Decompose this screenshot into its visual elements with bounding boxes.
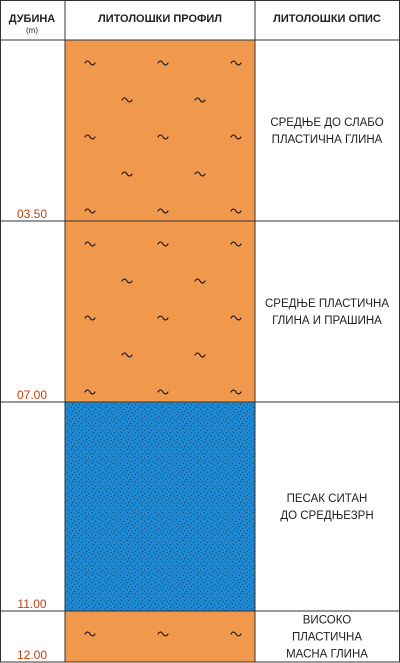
clay-tilde-symbol bbox=[194, 97, 206, 103]
clay-tilde-symbol bbox=[157, 241, 169, 247]
clay-tilde-symbol bbox=[230, 241, 242, 247]
layers: СРЕДЊЕ ДО СЛАБО ПЛАСТИЧНА ГЛИНА03.50СРЕДЊ… bbox=[17, 40, 389, 662]
clay-tilde-symbol bbox=[230, 208, 242, 214]
clay-tilde-symbol bbox=[194, 352, 206, 358]
layer-3: ПЕСАК СИТАН ДО СРЕДЊЕЗРН 11.00 bbox=[17, 402, 374, 611]
clay-tilde-symbol bbox=[157, 631, 169, 637]
layer-description-line: ДО СРЕДЊЕЗРН bbox=[280, 510, 373, 522]
layer-description-line: ПЛАСТИЧНА bbox=[292, 632, 362, 644]
clay-tilde-symbol bbox=[230, 60, 242, 66]
clay-tilde-symbol bbox=[84, 60, 96, 66]
clay-tilde-symbol bbox=[121, 278, 133, 284]
description-column-title: ЛИТОЛОШКИ ОПИС bbox=[273, 13, 381, 25]
clay-tilde-symbol bbox=[230, 134, 242, 140]
clay-tilde-symbol bbox=[84, 208, 96, 214]
clay-tilde-symbol bbox=[84, 134, 96, 140]
depth-label: 07.00 bbox=[17, 388, 47, 402]
layer-fill bbox=[65, 40, 255, 221]
layer-description-line: ПЕСАК СИТАН bbox=[287, 493, 368, 505]
clay-tilde-symbol bbox=[157, 315, 169, 321]
layer-fill bbox=[65, 611, 255, 662]
clay-tilde-symbol bbox=[230, 315, 242, 321]
layer-description-line: СРЕДЊЕ ПЛАСТИЧНА bbox=[265, 298, 389, 310]
depth-label: 12.00 bbox=[17, 648, 47, 662]
table-header: ДУБИНА (m) ЛИТОЛОШКИ ПРОФИЛ ЛИТОЛОШКИ ОП… bbox=[9, 13, 381, 35]
layer-description-line: ГЛИНА И ПРАШИНА bbox=[272, 315, 382, 327]
layer-description-line: ПЛАСТИЧНА ГЛИНА bbox=[272, 134, 383, 146]
depth-unit-label: (m) bbox=[26, 26, 38, 35]
clay-tilde-symbol bbox=[157, 208, 169, 214]
clay-tilde-symbol bbox=[194, 171, 206, 177]
layer-2: СРЕДЊЕ ПЛАСТИЧНА ГЛИНА И ПРАШИНА 07.00 bbox=[17, 221, 389, 402]
clay-tilde-symbol bbox=[121, 171, 133, 177]
clay-tilde-symbol bbox=[194, 278, 206, 284]
layer-fill bbox=[65, 221, 255, 402]
layer-4: ВИСОКО ПЛАСТИЧНА МАСНА ГЛИНА 12.00 bbox=[17, 611, 368, 662]
clay-tilde-symbol bbox=[84, 631, 96, 637]
clay-tilde-symbol bbox=[84, 389, 96, 395]
layer-description-line: МАСНА ГЛИНА bbox=[286, 649, 368, 661]
depth-column-title: ДУБИНА bbox=[9, 13, 56, 25]
clay-tilde-symbol bbox=[84, 315, 96, 321]
layer-description: ПЕСАК СИТАН ДО СРЕДЊЕЗРН bbox=[280, 493, 373, 522]
clay-tilde-symbol bbox=[157, 60, 169, 66]
clay-tilde-symbol bbox=[157, 134, 169, 140]
clay-tilde-symbol bbox=[121, 352, 133, 358]
layer-description-line: ВИСОКО bbox=[303, 615, 352, 627]
layer-1: СРЕДЊЕ ДО СЛАБО ПЛАСТИЧНА ГЛИНА 03.50 bbox=[17, 40, 384, 221]
depth-label: 11.00 bbox=[17, 597, 46, 611]
layer-description: СРЕДЊЕ ДО СЛАБО ПЛАСТИЧНА ГЛИНА bbox=[270, 117, 383, 146]
clay-tilde-symbol bbox=[84, 241, 96, 247]
clay-tilde-symbol bbox=[230, 389, 242, 395]
sand-dot-pattern bbox=[65, 402, 255, 611]
layer-description: СРЕДЊЕ ПЛАСТИЧНА ГЛИНА И ПРАШИНА bbox=[265, 298, 389, 327]
depth-label: 03.50 bbox=[17, 207, 47, 221]
clay-tilde-symbol bbox=[121, 97, 133, 103]
layer-description: ВИСОКО ПЛАСТИЧНА МАСНА ГЛИНА bbox=[286, 615, 368, 661]
profile-column-title: ЛИТОЛОШКИ ПРОФИЛ bbox=[98, 13, 222, 25]
clay-tilde-symbol bbox=[157, 389, 169, 395]
clay-tilde-symbol bbox=[230, 631, 242, 637]
layer-description-line: СРЕДЊЕ ДО СЛАБО bbox=[270, 117, 383, 129]
